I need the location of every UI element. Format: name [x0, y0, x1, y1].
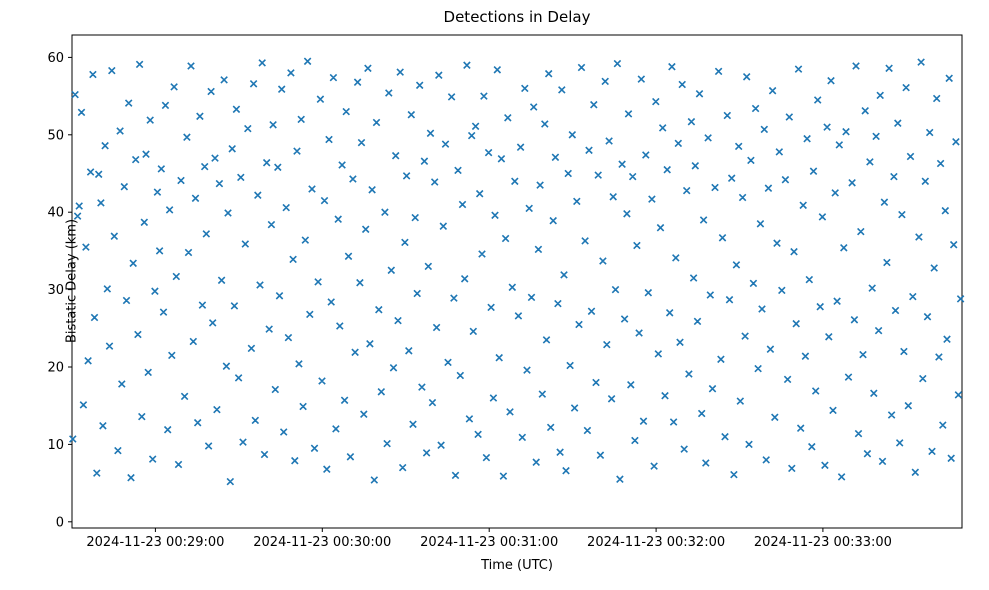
y-tick-label: 60 — [47, 51, 64, 66]
x-tick-label: 2024-11-23 00:32:00 — [587, 535, 725, 550]
y-tick-label: 50 — [47, 128, 64, 143]
scatter-points — [69, 57, 965, 486]
x-tick-label: 2024-11-23 00:33:00 — [754, 535, 892, 550]
y-tick-label: 20 — [47, 361, 64, 376]
x-tick-label: 2024-11-23 00:30:00 — [253, 535, 391, 550]
y-axis-label-text: Bistatic Delay (km) — [64, 218, 80, 344]
y-tick-label: 40 — [47, 206, 64, 221]
x-tick-label: 2024-11-23 00:31:00 — [420, 535, 558, 550]
y-tick-label: 30 — [47, 283, 64, 298]
axes-box — [71, 34, 963, 529]
y-tick-label: 10 — [47, 438, 64, 453]
x-tick-label: 2024-11-23 00:29:00 — [86, 535, 224, 550]
chart-title: Detections in Delay — [443, 8, 591, 26]
y-tick-label: 0 — [56, 515, 64, 530]
x-axis-label: Time (UTC) — [481, 558, 553, 573]
